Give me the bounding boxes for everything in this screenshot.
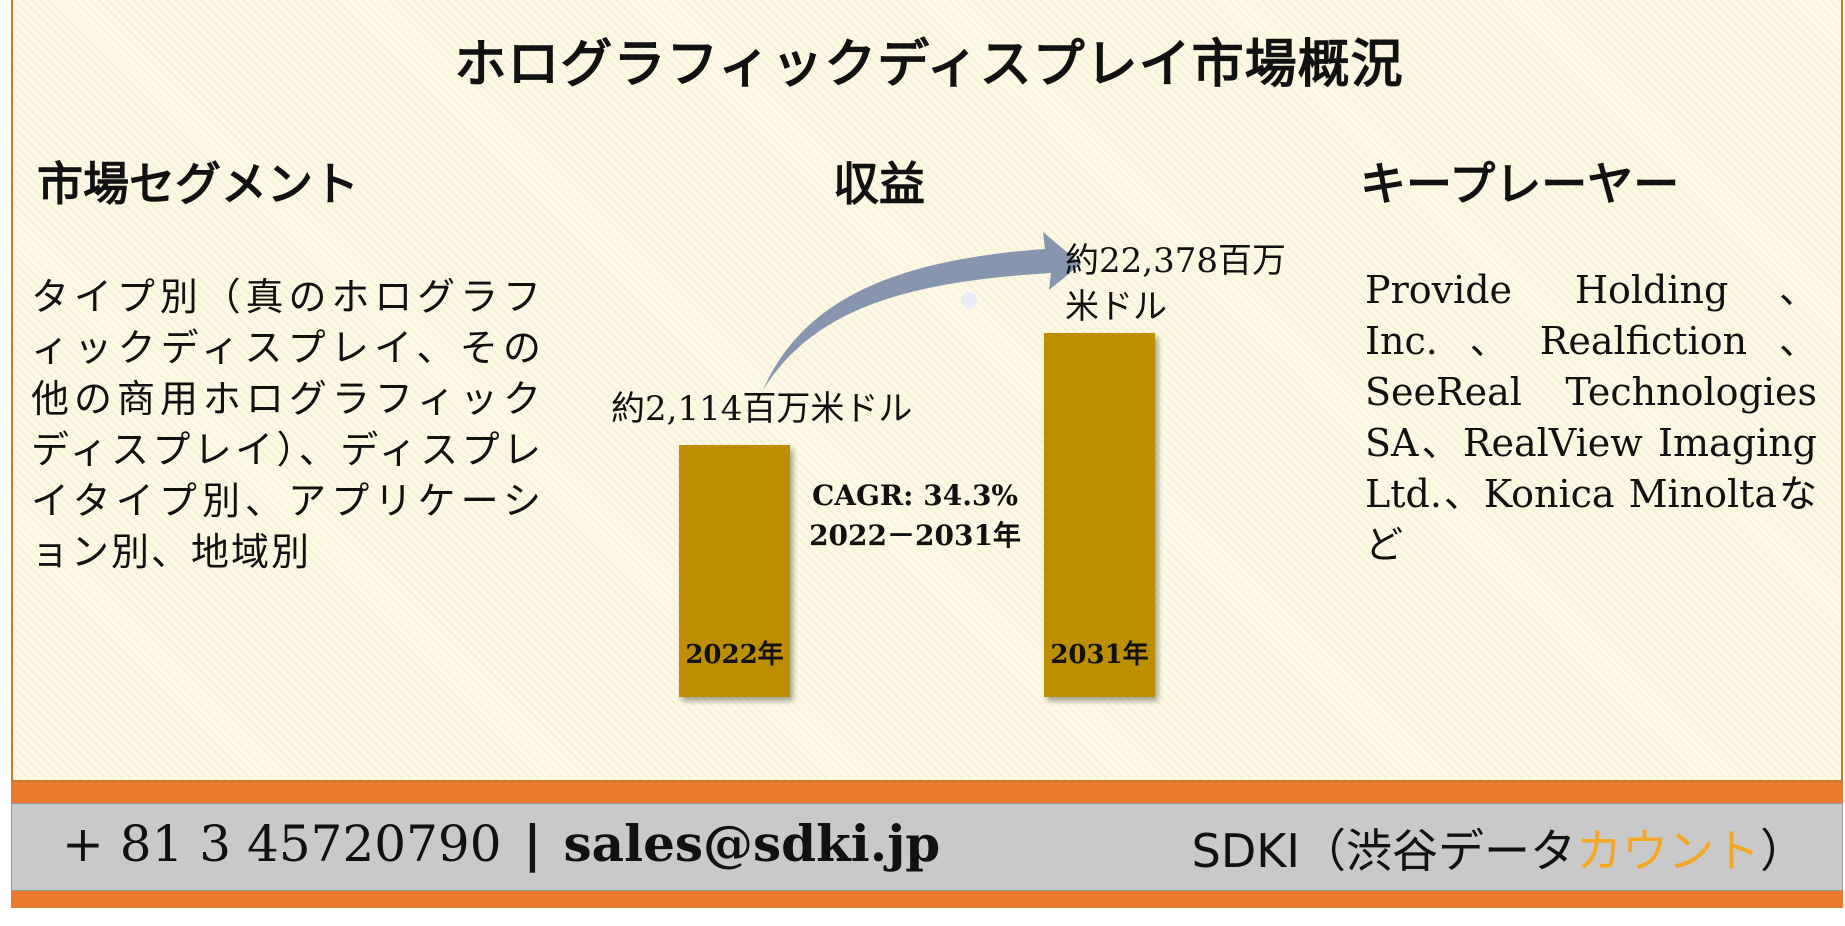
footer-bar: + 81 3 45720790 | sales@sdki.jp SDKI（渋谷デ… xyxy=(11,803,1843,891)
brand-accent: カウント xyxy=(1576,824,1760,878)
value-label-2031: 約22,378百万米ドル xyxy=(1065,241,1286,327)
brand-name: SDKI（渋谷データカウント） xyxy=(1192,815,1806,881)
overview-panel: ホログラフィックディスプレイ市場概況 市場セグメント 収益 キープレーヤー タイ… xyxy=(11,0,1843,782)
value-label-2022: 約2,114百万米ドル xyxy=(611,389,912,429)
bar-category-label: 2022年 xyxy=(685,639,783,670)
footer-accent-bottom xyxy=(11,891,1843,908)
market-segment-text: タイプ別（真のホログラフィックディスプレイ、その他の商用ホログラフィックディスプ… xyxy=(31,275,543,574)
footer-accent-top xyxy=(11,782,1843,803)
bar-category-label: 2031年 xyxy=(1050,639,1148,670)
bar-2031 xyxy=(1044,333,1155,697)
brand-prefix: SDKI（渋谷データ xyxy=(1191,824,1576,878)
contact-info: + 81 3 45720790 | sales@sdki.jp xyxy=(62,814,940,873)
contact-separator: | xyxy=(523,814,542,873)
cagr-annotation: CAGR: 34.3% 2022－2031年 xyxy=(809,479,1021,552)
key-players-heading: キープレーヤー xyxy=(1360,157,1680,211)
arrow-dot xyxy=(961,292,977,308)
phone-number[interactable]: + 81 3 45720790 xyxy=(62,815,502,873)
growth-arrow xyxy=(763,232,1081,390)
bar-2022 xyxy=(679,445,790,697)
revenue-chart: 2022年 2031年 約2,114百万米ドル 約22,378百万米ドル CAGR: 3… xyxy=(611,232,1286,697)
email-link[interactable]: sales@sdki.jp xyxy=(563,814,941,873)
revenue-heading: 収益 xyxy=(833,157,925,211)
key-players-text: Provide Holding、Inc.、Realfiction、SeeReal… xyxy=(1365,268,1817,567)
brand-suffix: ） xyxy=(1760,824,1806,878)
page-title: ホログラフィックディスプレイ市場概況 xyxy=(454,34,1404,95)
market-segment-heading: 市場セグメント xyxy=(37,157,359,211)
